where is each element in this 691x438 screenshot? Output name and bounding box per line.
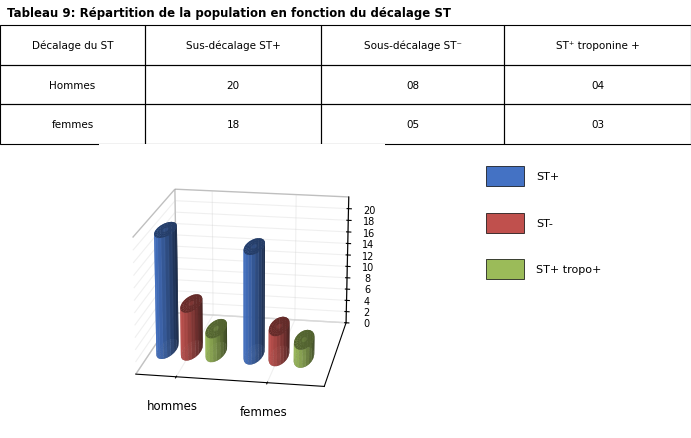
- Text: ST⁺ troponine +: ST⁺ troponine +: [556, 41, 640, 51]
- Text: Décalage du ST: Décalage du ST: [32, 41, 113, 51]
- Bar: [504, 105, 691, 145]
- Text: ST+: ST+: [536, 172, 560, 182]
- Text: 05: 05: [406, 120, 419, 130]
- Text: ST-: ST-: [536, 218, 553, 228]
- Bar: [321, 66, 504, 105]
- Text: Sous-décalage ST⁻: Sous-décalage ST⁻: [364, 41, 462, 51]
- Text: 08: 08: [406, 81, 419, 90]
- Bar: [486, 167, 524, 187]
- Bar: [504, 66, 691, 105]
- Bar: [145, 105, 321, 145]
- Bar: [145, 26, 321, 66]
- Bar: [486, 259, 524, 279]
- Bar: [145, 66, 321, 105]
- Bar: [321, 105, 504, 145]
- Bar: [0, 66, 145, 105]
- Bar: [504, 26, 691, 66]
- Text: 18: 18: [227, 120, 240, 130]
- Bar: [0, 26, 145, 66]
- Bar: [0, 105, 145, 145]
- Text: Tableau 9: Répartition de la population en fonction du décalage ST: Tableau 9: Répartition de la population …: [7, 7, 451, 20]
- Bar: [486, 213, 524, 233]
- Text: 20: 20: [227, 81, 240, 90]
- Text: femmes: femmes: [51, 120, 94, 130]
- Bar: [321, 26, 504, 66]
- Text: 04: 04: [591, 81, 604, 90]
- Text: ST+ tropo+: ST+ tropo+: [536, 264, 602, 274]
- Text: Sus-décalage ST+: Sus-décalage ST+: [186, 41, 281, 51]
- Text: 03: 03: [591, 120, 604, 130]
- Text: Hommes: Hommes: [50, 81, 95, 90]
